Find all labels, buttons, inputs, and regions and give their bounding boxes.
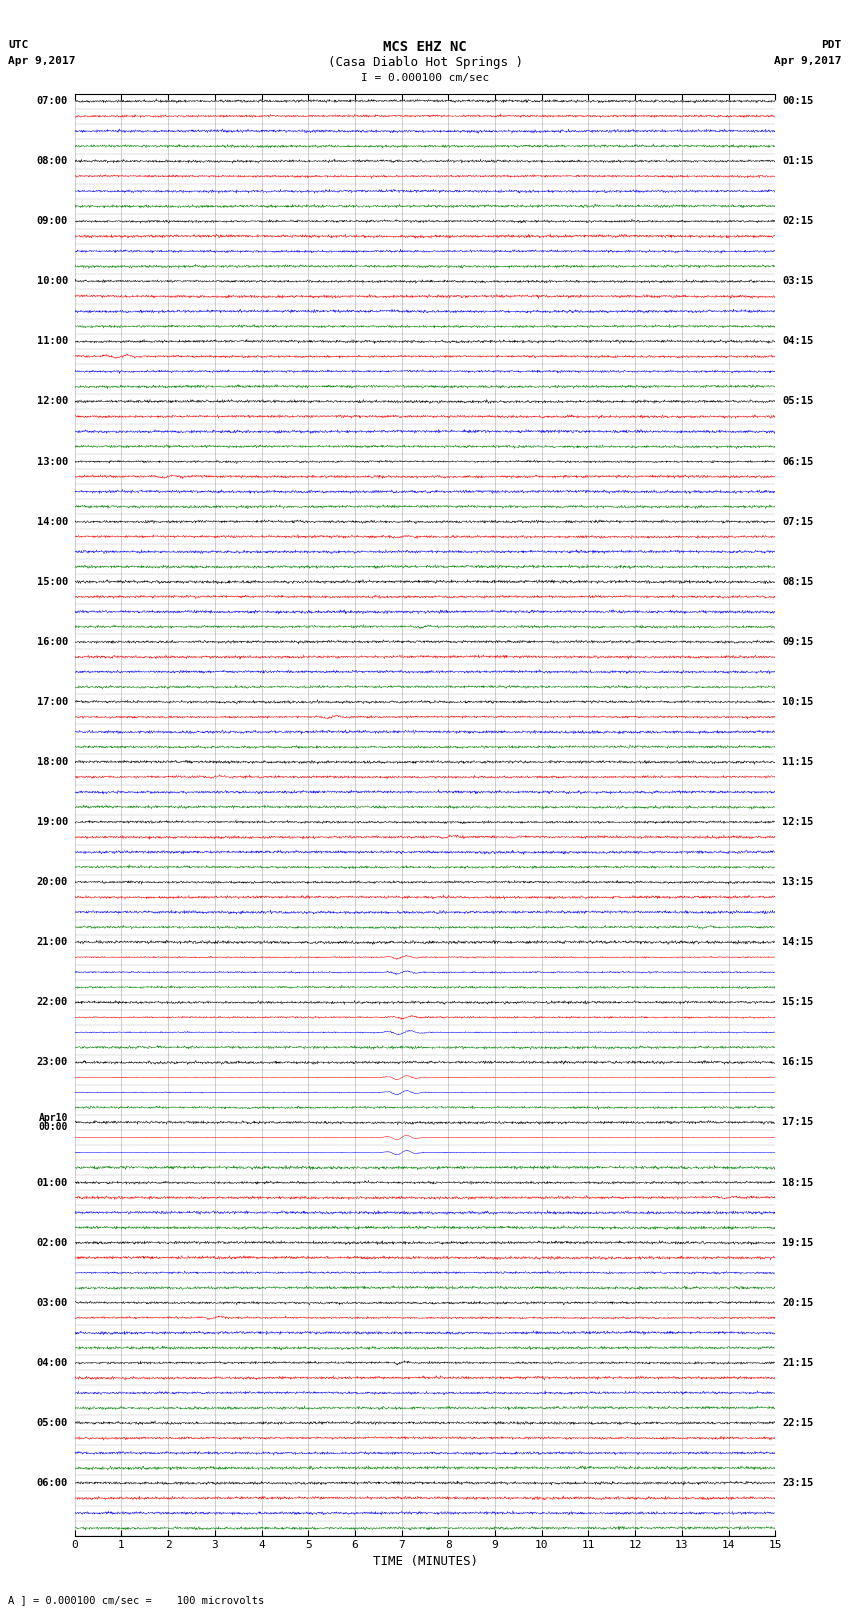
Text: Apr 9,2017: Apr 9,2017: [8, 56, 76, 66]
Text: 00:00: 00:00: [38, 1123, 68, 1132]
Text: 18:15: 18:15: [782, 1177, 813, 1187]
Text: 04:15: 04:15: [782, 337, 813, 347]
Text: 22:15: 22:15: [782, 1418, 813, 1428]
Text: 06:00: 06:00: [37, 1478, 68, 1489]
Text: 02:15: 02:15: [782, 216, 813, 226]
Text: 12:15: 12:15: [782, 818, 813, 827]
Text: 23:00: 23:00: [37, 1058, 68, 1068]
Text: 01:00: 01:00: [37, 1177, 68, 1187]
Text: 16:00: 16:00: [37, 637, 68, 647]
Text: 01:15: 01:15: [782, 156, 813, 166]
Text: 10:15: 10:15: [782, 697, 813, 706]
Text: 17:15: 17:15: [782, 1118, 813, 1127]
Text: 16:15: 16:15: [782, 1058, 813, 1068]
Text: 19:00: 19:00: [37, 818, 68, 827]
X-axis label: TIME (MINUTES): TIME (MINUTES): [372, 1555, 478, 1568]
Text: Apr10: Apr10: [38, 1113, 68, 1123]
Text: 23:15: 23:15: [782, 1478, 813, 1489]
Text: 20:00: 20:00: [37, 877, 68, 887]
Text: 14:15: 14:15: [782, 937, 813, 947]
Text: 05:00: 05:00: [37, 1418, 68, 1428]
Text: 15:00: 15:00: [37, 577, 68, 587]
Text: 07:15: 07:15: [782, 516, 813, 527]
Text: 19:15: 19:15: [782, 1237, 813, 1248]
Text: 10:00: 10:00: [37, 276, 68, 287]
Text: 15:15: 15:15: [782, 997, 813, 1008]
Text: I = 0.000100 cm/sec: I = 0.000100 cm/sec: [361, 73, 489, 82]
Text: 04:00: 04:00: [37, 1358, 68, 1368]
Text: 21:00: 21:00: [37, 937, 68, 947]
Text: 00:15: 00:15: [782, 97, 813, 106]
Text: 20:15: 20:15: [782, 1298, 813, 1308]
Text: 08:15: 08:15: [782, 577, 813, 587]
Text: 03:00: 03:00: [37, 1298, 68, 1308]
Text: UTC: UTC: [8, 40, 29, 50]
Text: 11:15: 11:15: [782, 756, 813, 768]
Text: 03:15: 03:15: [782, 276, 813, 287]
Text: 11:00: 11:00: [37, 337, 68, 347]
Text: PDT: PDT: [821, 40, 842, 50]
Text: 09:15: 09:15: [782, 637, 813, 647]
Text: 12:00: 12:00: [37, 397, 68, 406]
Text: A ] = 0.000100 cm/sec =    100 microvolts: A ] = 0.000100 cm/sec = 100 microvolts: [8, 1595, 264, 1605]
Text: 06:15: 06:15: [782, 456, 813, 466]
Text: Apr 9,2017: Apr 9,2017: [774, 56, 842, 66]
Text: 18:00: 18:00: [37, 756, 68, 768]
Text: 08:00: 08:00: [37, 156, 68, 166]
Text: (Casa Diablo Hot Springs ): (Casa Diablo Hot Springs ): [327, 56, 523, 69]
Text: 14:00: 14:00: [37, 516, 68, 527]
Text: 22:00: 22:00: [37, 997, 68, 1008]
Text: 17:00: 17:00: [37, 697, 68, 706]
Text: 02:00: 02:00: [37, 1237, 68, 1248]
Text: MCS EHZ NC: MCS EHZ NC: [383, 40, 467, 55]
Text: 13:00: 13:00: [37, 456, 68, 466]
Text: 09:00: 09:00: [37, 216, 68, 226]
Text: 05:15: 05:15: [782, 397, 813, 406]
Text: 21:15: 21:15: [782, 1358, 813, 1368]
Text: 07:00: 07:00: [37, 97, 68, 106]
Text: 13:15: 13:15: [782, 877, 813, 887]
